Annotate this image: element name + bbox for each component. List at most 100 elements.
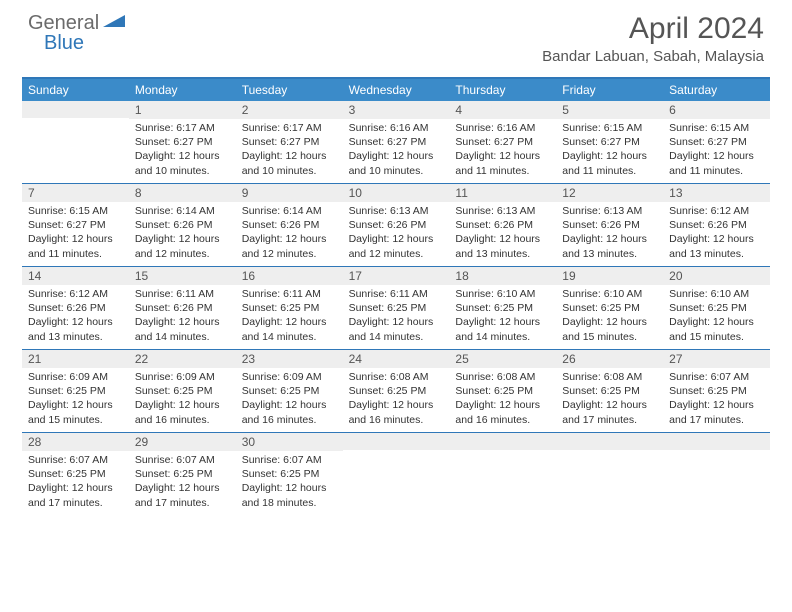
day-cell: 16Sunrise: 6:11 AMSunset: 6:25 PMDayligh… (236, 267, 343, 349)
day-cell: 11Sunrise: 6:13 AMSunset: 6:26 PMDayligh… (449, 184, 556, 266)
day-number (449, 433, 556, 450)
daylight-text: Daylight: 12 hours and 17 minutes. (669, 398, 764, 426)
week-row: 1Sunrise: 6:17 AMSunset: 6:27 PMDaylight… (22, 101, 770, 184)
day-header-wednesday: Wednesday (343, 79, 450, 101)
sunset-text: Sunset: 6:26 PM (28, 301, 123, 315)
sunset-text: Sunset: 6:27 PM (669, 135, 764, 149)
day-cell: 25Sunrise: 6:08 AMSunset: 6:25 PMDayligh… (449, 350, 556, 432)
sunrise-text: Sunrise: 6:15 AM (28, 204, 123, 218)
sunrise-text: Sunrise: 6:07 AM (135, 453, 230, 467)
day-cell: 21Sunrise: 6:09 AMSunset: 6:25 PMDayligh… (22, 350, 129, 432)
sunrise-text: Sunrise: 6:16 AM (455, 121, 550, 135)
day-number: 9 (236, 184, 343, 202)
sunrise-text: Sunrise: 6:16 AM (349, 121, 444, 135)
daylight-text: Daylight: 12 hours and 15 minutes. (562, 315, 657, 343)
day-details: Sunrise: 6:15 AMSunset: 6:27 PMDaylight:… (556, 119, 663, 182)
sunrise-text: Sunrise: 6:14 AM (242, 204, 337, 218)
day-cell: 24Sunrise: 6:08 AMSunset: 6:25 PMDayligh… (343, 350, 450, 432)
sunrise-text: Sunrise: 6:09 AM (135, 370, 230, 384)
sunrise-text: Sunrise: 6:17 AM (242, 121, 337, 135)
daylight-text: Daylight: 12 hours and 14 minutes. (349, 315, 444, 343)
sunrise-text: Sunrise: 6:09 AM (28, 370, 123, 384)
sunset-text: Sunset: 6:25 PM (349, 301, 444, 315)
day-cell: 15Sunrise: 6:11 AMSunset: 6:26 PMDayligh… (129, 267, 236, 349)
day-header-thursday: Thursday (449, 79, 556, 101)
day-number: 24 (343, 350, 450, 368)
day-number: 30 (236, 433, 343, 451)
daylight-text: Daylight: 12 hours and 11 minutes. (669, 149, 764, 177)
day-cell (22, 101, 129, 183)
sunset-text: Sunset: 6:25 PM (135, 467, 230, 481)
day-number: 21 (22, 350, 129, 368)
sunset-text: Sunset: 6:26 PM (562, 218, 657, 232)
sunrise-text: Sunrise: 6:10 AM (669, 287, 764, 301)
day-details: Sunrise: 6:15 AMSunset: 6:27 PMDaylight:… (22, 202, 129, 265)
day-number (663, 433, 770, 450)
sunset-text: Sunset: 6:25 PM (455, 384, 550, 398)
day-cell: 8 Sunrise: 6:14 AMSunset: 6:26 PMDaylight… (129, 184, 236, 266)
day-number: 29 (129, 433, 236, 451)
sunrise-text: Sunrise: 6:15 AM (669, 121, 764, 135)
sunrise-text: Sunrise: 6:11 AM (242, 287, 337, 301)
day-number: 17 (343, 267, 450, 285)
sunset-text: Sunset: 6:27 PM (242, 135, 337, 149)
header: General Blue April 2024 Bandar Labuan, S… (0, 0, 792, 69)
day-number: 27 (663, 350, 770, 368)
day-cell: 2Sunrise: 6:17 AMSunset: 6:27 PMDaylight… (236, 101, 343, 183)
day-details: Sunrise: 6:13 AMSunset: 6:26 PMDaylight:… (449, 202, 556, 265)
daylight-text: Daylight: 12 hours and 11 minutes. (455, 149, 550, 177)
day-cell: 23Sunrise: 6:09 AMSunset: 6:25 PMDayligh… (236, 350, 343, 432)
day-cell: 6 Sunrise: 6:15 AMSunset: 6:27 PMDaylight… (663, 101, 770, 183)
sunset-text: Sunset: 6:25 PM (669, 301, 764, 315)
daylight-text: Daylight: 12 hours and 18 minutes. (242, 481, 337, 509)
day-number: 15 (129, 267, 236, 285)
day-number: 2 (236, 101, 343, 119)
day-cell (663, 433, 770, 515)
day-details: Sunrise: 6:12 AMSunset: 6:26 PMDaylight:… (22, 285, 129, 348)
sunset-text: Sunset: 6:26 PM (242, 218, 337, 232)
daylight-text: Daylight: 12 hours and 11 minutes. (28, 232, 123, 260)
daylight-text: Daylight: 12 hours and 10 minutes. (135, 149, 230, 177)
sunrise-text: Sunrise: 6:14 AM (135, 204, 230, 218)
day-details: Sunrise: 6:16 AMSunset: 6:27 PMDaylight:… (343, 119, 450, 182)
day-number: 11 (449, 184, 556, 202)
day-cell: 19Sunrise: 6:10 AMSunset: 6:25 PMDayligh… (556, 267, 663, 349)
logo: General Blue (28, 12, 125, 35)
day-number: 20 (663, 267, 770, 285)
day-details: Sunrise: 6:10 AMSunset: 6:25 PMDaylight:… (663, 285, 770, 348)
day-details: Sunrise: 6:07 AMSunset: 6:25 PMDaylight:… (22, 451, 129, 514)
sunset-text: Sunset: 6:26 PM (135, 218, 230, 232)
day-cell: 17Sunrise: 6:11 AMSunset: 6:25 PMDayligh… (343, 267, 450, 349)
week-row: 7Sunrise: 6:15 AMSunset: 6:27 PMDaylight… (22, 184, 770, 267)
daylight-text: Daylight: 12 hours and 13 minutes. (455, 232, 550, 260)
logo-triangle-icon (103, 13, 125, 34)
calendar: Sunday Monday Tuesday Wednesday Thursday… (22, 77, 770, 515)
day-cell: 22Sunrise: 6:09 AMSunset: 6:25 PMDayligh… (129, 350, 236, 432)
day-cell: 13Sunrise: 6:12 AMSunset: 6:26 PMDayligh… (663, 184, 770, 266)
day-cell: 5Sunrise: 6:15 AMSunset: 6:27 PMDaylight… (556, 101, 663, 183)
daylight-text: Daylight: 12 hours and 12 minutes. (135, 232, 230, 260)
sunset-text: Sunset: 6:26 PM (455, 218, 550, 232)
day-details: Sunrise: 6:08 AMSunset: 6:25 PMDaylight:… (449, 368, 556, 431)
day-details: Sunrise: 6:14 AMSunset: 6:26 PMDaylight:… (236, 202, 343, 265)
day-details: Sunrise: 6:10 AMSunset: 6:25 PMDaylight:… (449, 285, 556, 348)
day-number: 8 (129, 184, 236, 202)
day-details: Sunrise: 6:17 AMSunset: 6:27 PMDaylight:… (236, 119, 343, 182)
day-number: 3 (343, 101, 450, 119)
daylight-text: Daylight: 12 hours and 16 minutes. (455, 398, 550, 426)
weeks-container: 1Sunrise: 6:17 AMSunset: 6:27 PMDaylight… (22, 101, 770, 515)
sunset-text: Sunset: 6:25 PM (28, 467, 123, 481)
day-cell (556, 433, 663, 515)
sunrise-text: Sunrise: 6:10 AM (455, 287, 550, 301)
day-number: 6 (663, 101, 770, 119)
day-cell: 28Sunrise: 6:07 AMSunset: 6:25 PMDayligh… (22, 433, 129, 515)
day-cell: 7Sunrise: 6:15 AMSunset: 6:27 PMDaylight… (22, 184, 129, 266)
day-number: 5 (556, 101, 663, 119)
daylight-text: Daylight: 12 hours and 14 minutes. (242, 315, 337, 343)
day-cell: 14Sunrise: 6:12 AMSunset: 6:26 PMDayligh… (22, 267, 129, 349)
day-number: 25 (449, 350, 556, 368)
day-number: 4 (449, 101, 556, 119)
week-row: 28Sunrise: 6:07 AMSunset: 6:25 PMDayligh… (22, 433, 770, 515)
day-number: 7 (22, 184, 129, 202)
day-cell (343, 433, 450, 515)
